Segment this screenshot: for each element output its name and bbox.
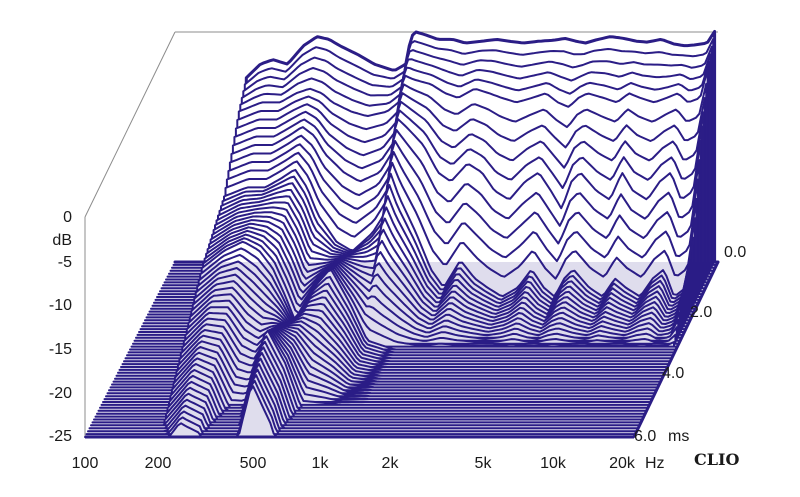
decay-slice-58: [87, 374, 638, 433]
x-tick-label-200: 200: [145, 455, 172, 472]
x-tick-label-1k: 1k: [312, 455, 330, 472]
y-tick-label-minus15: -15: [49, 341, 72, 358]
decay-slice-45: [106, 326, 656, 395]
y-tick-label-minus5: -5: [58, 254, 72, 271]
decay-slice-55: [91, 357, 642, 424]
x-tick-label-100: 100: [72, 455, 99, 472]
y-axis-unit-label: dB: [52, 232, 72, 249]
decay-slice-59: [85, 379, 637, 436]
plot-frame: [84, 31, 718, 437]
x-tick-label-500: 500: [240, 455, 267, 472]
brand-logo-text: CLIO: [694, 450, 739, 469]
z-tick-label-0: 0.0: [724, 244, 746, 261]
y-tick-label-minus10: -10: [49, 297, 72, 314]
x-tick-label-5k: 5k: [475, 455, 493, 472]
decay-slice-50: [99, 329, 649, 409]
z-tick-label-4: 4.0: [662, 365, 684, 382]
y-tick-label-minus20: -20: [49, 385, 72, 402]
z-tick-label-2: 2.0: [690, 304, 712, 321]
right-base-edge: [632, 261, 720, 438]
decay-slice-56: [90, 363, 641, 427]
x-tick-label-10k: 10k: [540, 455, 567, 472]
decay-slice-49: [100, 329, 651, 406]
floor-plane: [85, 262, 718, 437]
plot-floor: [85, 261, 720, 439]
z-axis-unit-label: ms: [668, 428, 689, 445]
y-tick-label-minus25: -25: [49, 428, 72, 445]
decay-slice-57: [88, 368, 640, 430]
x-axis-unit-label: Hz: [645, 455, 665, 472]
x-tick-label-20k: 20k: [609, 455, 636, 472]
x-tick-label-2k: 2k: [382, 455, 400, 472]
z-tick-label-6: 6.0: [634, 428, 656, 445]
top-left-edge: [84, 31, 176, 218]
y-tick-label-0: 0: [63, 209, 72, 226]
decay-slices: [84, 29, 720, 438]
decay-slice-46: [105, 327, 655, 398]
